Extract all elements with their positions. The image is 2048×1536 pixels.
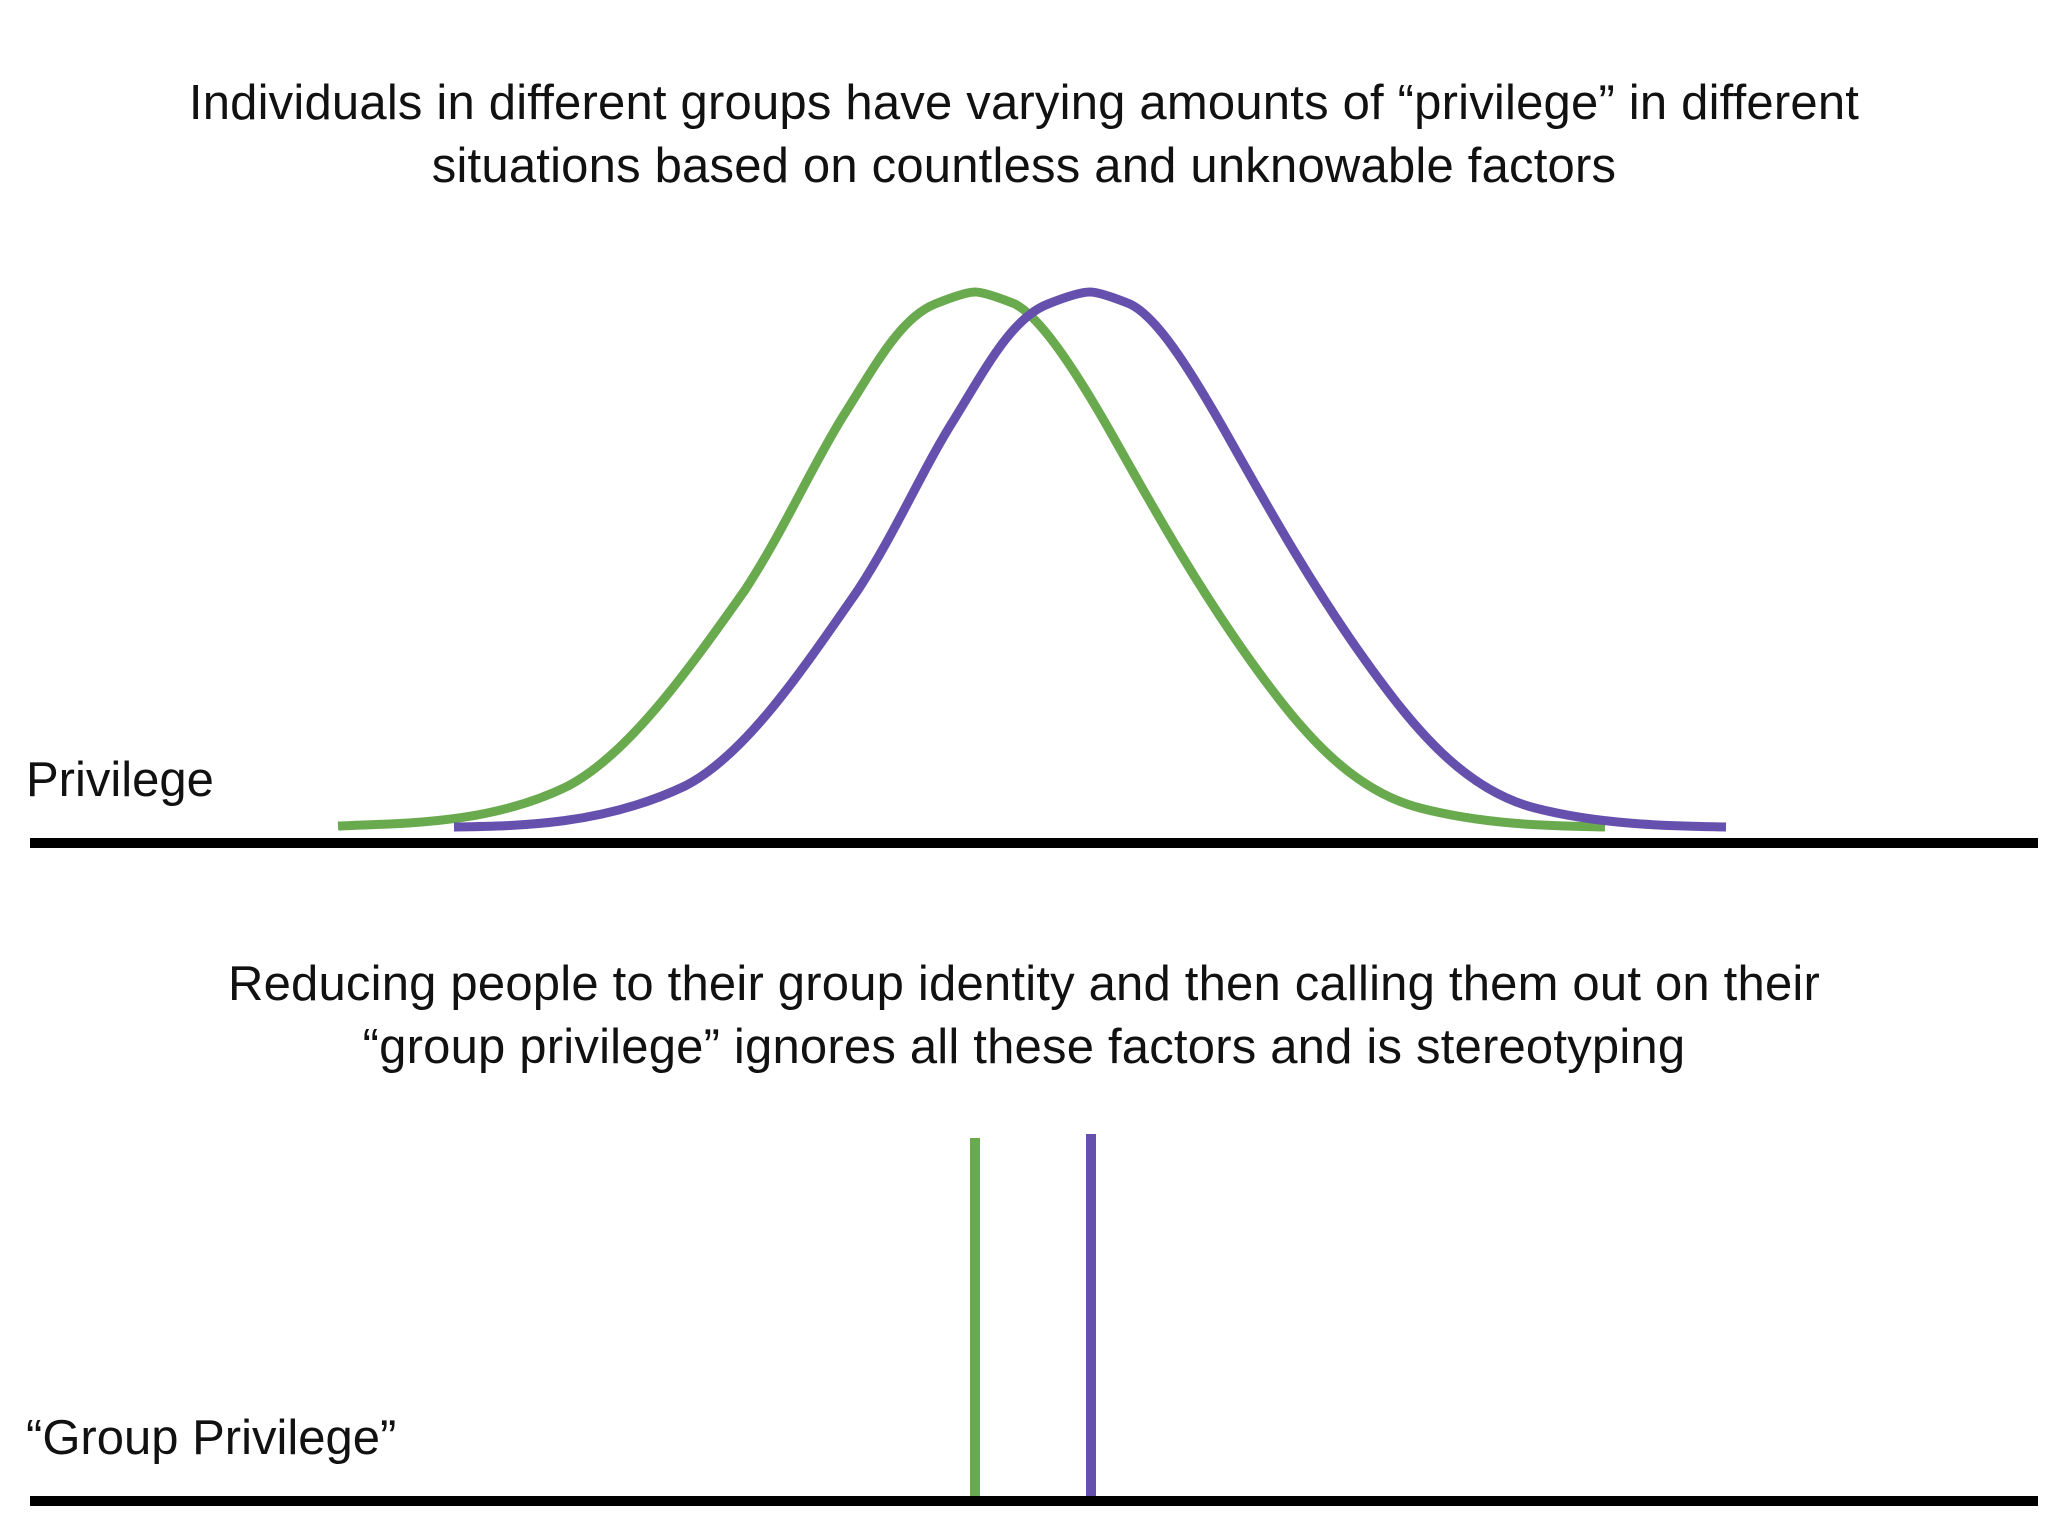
green-group-distribution-curve	[337, 287, 1606, 832]
top-caption: Individuals in different groups have var…	[0, 72, 2048, 198]
purple-group-distribution-curve	[453, 287, 1727, 832]
privilege-axis-label: Privilege	[26, 753, 214, 807]
top-caption-line-2: situations based on countless and unknow…	[431, 139, 1617, 193]
bottom-caption: Reducing people to their group identity …	[0, 953, 2048, 1079]
group-privilege-axis-label: “Group Privilege”	[26, 1411, 397, 1465]
bottom-caption-line-1: Reducing people to their group identity …	[227, 957, 1820, 1011]
bottom-caption-line-2: “group privilege” ignores all these fact…	[362, 1020, 1686, 1074]
top-caption-line-1: Individuals in different groups have var…	[188, 76, 1860, 130]
